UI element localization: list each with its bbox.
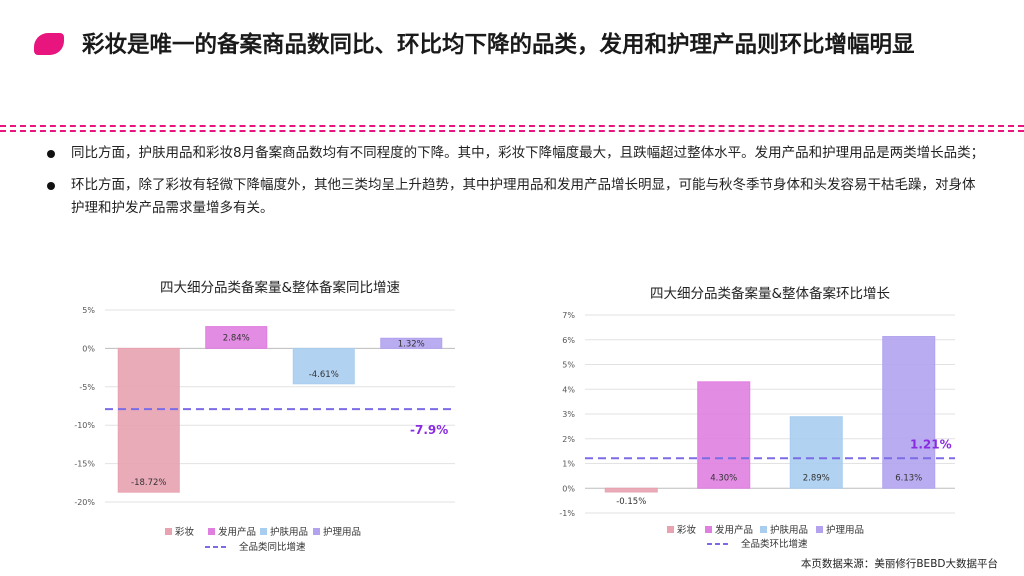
- legend-label: 彩妆: [175, 526, 195, 538]
- legend-label: 护肤用品: [770, 524, 808, 536]
- legend-swatch: [165, 528, 172, 535]
- y-tick-label: 0%: [562, 484, 575, 493]
- yoy-growth-chart: 四大细分品类备案量&整体备案同比增速 5% 0% -5% -10% -15% -20% -18…: [74, 279, 455, 553]
- y-tick-label: 7%: [562, 311, 575, 320]
- y-tick-label: 3%: [562, 410, 575, 419]
- data-source-note: 本页数据来源：美丽修行BEBD大数据平台: [800, 558, 998, 570]
- legend-line-label: 全品类环比增速: [741, 538, 808, 550]
- reference-line-label: 1.21%: [910, 437, 952, 451]
- bar: [292, 347, 355, 385]
- legend-label: 发用产品: [218, 526, 256, 538]
- legend-label: 护理用品: [826, 524, 864, 536]
- legend-label: 护肤用品: [270, 526, 308, 538]
- y-tick-label: 2%: [562, 435, 575, 444]
- data-label: 2.84%: [223, 333, 250, 343]
- bar: [697, 381, 751, 489]
- legend-swatch: [760, 526, 767, 533]
- y-tick-label: 5%: [562, 361, 575, 370]
- reference-line-label: -7.9%: [410, 423, 448, 437]
- y-tick-label: 4%: [562, 385, 575, 394]
- chart-title: 四大细分品类备案量&整体备案同比增速: [160, 279, 400, 296]
- y-tick-label: -5%: [79, 383, 95, 392]
- bullet-list: 同比方面，护肤用品和彩妆8月备案商品数均有不同程度的下降。其中，彩妆下降幅度最大…: [45, 142, 985, 229]
- legend-swatch: [313, 528, 320, 535]
- legend-swatch: [816, 526, 823, 533]
- bar: [882, 336, 936, 489]
- bullet-item: 环比方面，除了彩妆有轻微下降幅度外，其他三类均呈上升趋势，其中护理用品和发用产品…: [45, 174, 985, 221]
- data-label: 1.32%: [398, 339, 425, 349]
- data-label: 2.89%: [803, 473, 830, 483]
- y-tick-label: -20%: [74, 498, 95, 507]
- bullet-text: 环比方面，除了彩妆有轻微下降幅度外，其他三类均呈上升趋势，其中护理用品和发用产品…: [71, 176, 976, 217]
- legend-swatch: [260, 528, 267, 535]
- y-tick-label: 5%: [82, 306, 95, 315]
- bullet-dot-icon: [47, 150, 55, 158]
- y-tick-label: 1%: [562, 460, 575, 469]
- title-accent-icon: [34, 33, 64, 55]
- bar: [205, 326, 268, 349]
- legend-line-label: 全品类同比增速: [239, 541, 306, 553]
- data-label: 6.13%: [895, 473, 922, 483]
- bullet-dot-icon: [47, 181, 55, 190]
- bar: [117, 347, 180, 493]
- y-tick-label: -15%: [74, 460, 95, 469]
- bullet-text: 同比方面，护肤用品和彩妆8月备案商品数均有不同程度的下降。其中，彩妆下降幅度最大…: [71, 145, 985, 161]
- legend-label: 彩妆: [677, 524, 697, 536]
- header-divider-top: [0, 125, 1024, 127]
- header-divider-bottom: [0, 130, 1024, 132]
- bar: [789, 416, 843, 489]
- bullet-item: 同比方面，护肤用品和彩妆8月备案商品数均有不同程度的下降。其中，彩妆下降幅度最大…: [45, 142, 985, 166]
- data-label: 4.30%: [710, 473, 737, 483]
- legend-swatch: [705, 526, 712, 533]
- y-tick-label: 0%: [82, 344, 95, 353]
- page-title: 彩妆是唯一的备案商品数同比、环比均下降的品类，发用和护理产品则环比增幅明显: [82, 32, 915, 58]
- legend-swatch: [667, 526, 674, 533]
- data-label: -4.61%: [309, 370, 339, 380]
- chart-title: 四大细分品类备案量&整体备案环比增长: [650, 285, 891, 302]
- y-tick-label: -1%: [559, 509, 575, 518]
- bar: [380, 337, 443, 349]
- mom-growth-chart: 四大细分品类备案量&整体备案环比增长 7% 6% 5% 4% 3% 2% 1% 0% -1% -0.…: [559, 285, 955, 550]
- bar: [604, 487, 658, 493]
- data-label: -0.15%: [616, 497, 646, 507]
- legend-label: 护理用品: [323, 526, 361, 538]
- data-label: -18.72%: [131, 478, 166, 488]
- y-tick-label: 6%: [562, 336, 575, 345]
- legend-swatch: [208, 528, 215, 535]
- legend-label: 发用产品: [715, 524, 753, 536]
- y-tick-label: -10%: [74, 421, 95, 430]
